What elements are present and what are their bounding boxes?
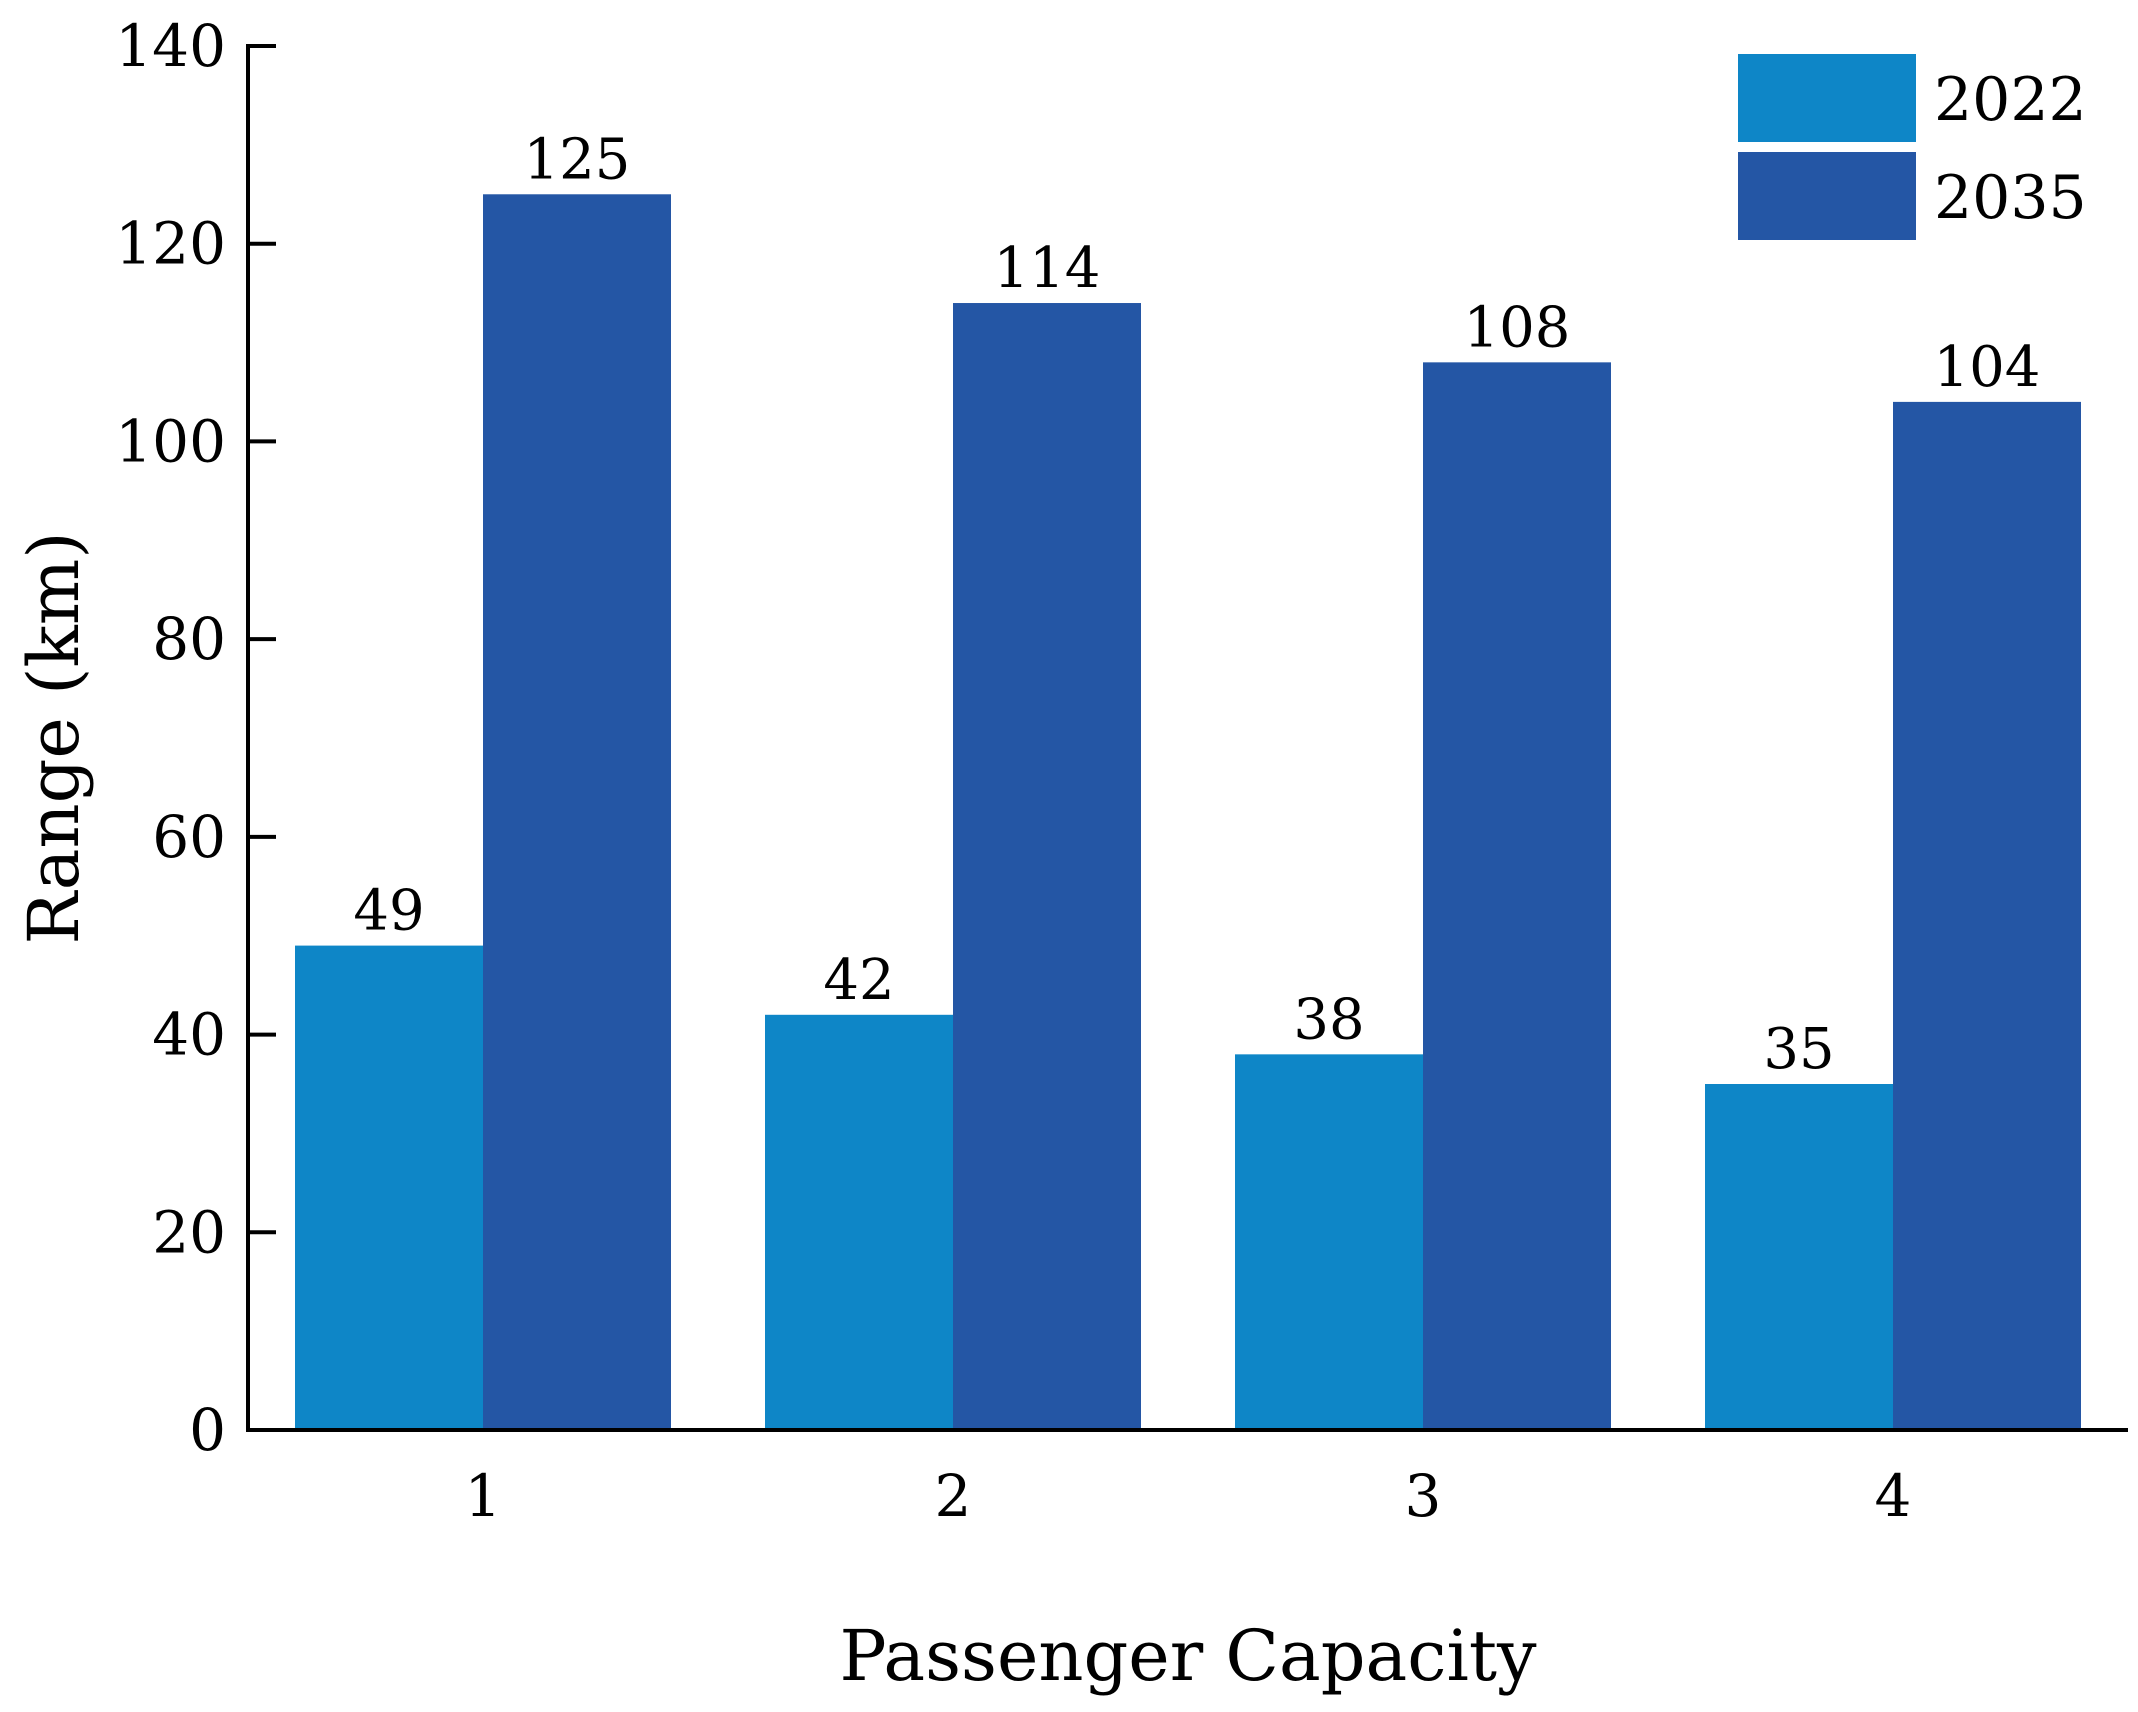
x-tick-label: 1 [465, 1462, 502, 1530]
y-ticks-group: 0 20 40 60 80 100 120 140 [115, 12, 276, 1464]
y-tick-label: 100 [115, 407, 226, 475]
x-ticks-group: 1 2 3 4 [465, 1462, 1912, 1530]
x-axis-title: Passenger Capacity [839, 1615, 1537, 1697]
legend-label-2035: 2035 [1934, 163, 2087, 233]
data-label-2035-4: 104 [1934, 335, 2041, 400]
bar-2022-2 [765, 1014, 953, 1430]
bar-2035-2 [953, 303, 1141, 1430]
y-tick-label: 140 [115, 12, 226, 80]
legend-swatch-2022 [1738, 54, 1916, 142]
bar-2022-3 [1235, 1054, 1423, 1430]
legend: 2022 2035 [1738, 54, 2087, 240]
data-label-2035-1: 125 [524, 127, 631, 192]
y-axis-title: Range (km) [13, 531, 95, 944]
data-label-2022-1: 49 [353, 879, 424, 944]
y-tick-label: 120 [115, 210, 226, 278]
data-label-2022-3: 38 [1293, 987, 1364, 1052]
data-label-2022-2: 42 [823, 948, 894, 1013]
bars-group [295, 194, 2081, 1430]
data-label-2022-4: 35 [1763, 1017, 1834, 1082]
bar-2022-1 [295, 945, 483, 1430]
bar-2035-3 [1423, 362, 1611, 1430]
data-label-2035-3: 108 [1464, 295, 1571, 360]
y-tick-label: 0 [189, 1396, 226, 1464]
bar-2022-4 [1705, 1084, 1893, 1430]
data-labels-group: 49 125 42 114 38 108 35 104 [353, 127, 2040, 1082]
x-tick-label: 2 [935, 1462, 972, 1530]
y-tick-label: 40 [152, 1001, 226, 1069]
bar-2035-1 [483, 194, 671, 1430]
data-label-2035-2: 114 [994, 236, 1101, 301]
x-tick-label: 4 [1875, 1462, 1912, 1530]
y-tick-label: 60 [152, 803, 226, 871]
legend-label-2022: 2022 [1934, 65, 2087, 135]
legend-swatch-2035 [1738, 152, 1916, 240]
y-tick-label: 80 [152, 605, 226, 673]
bar-2035-4 [1893, 401, 2081, 1430]
x-tick-label: 3 [1405, 1462, 1442, 1530]
y-tick-label: 20 [152, 1198, 226, 1266]
